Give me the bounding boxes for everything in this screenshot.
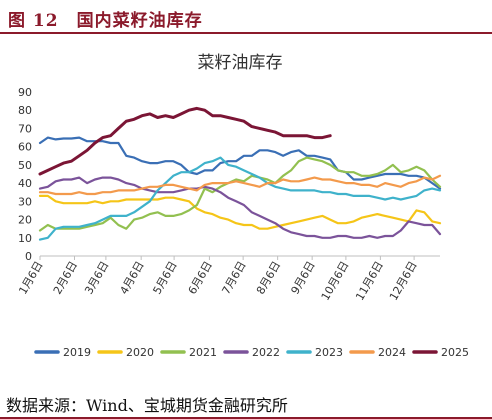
data-source: 数据来源：Wind、宝城期货金融研究所 xyxy=(6,396,288,415)
figure-header: 图 12 国内菜籽油库存 xyxy=(0,0,492,34)
series-line-2024 xyxy=(38,174,442,196)
legend-label-2021: 2021 xyxy=(189,346,217,359)
y-tick-label: 50 xyxy=(18,159,32,172)
footer-rule xyxy=(0,417,492,419)
y-tick-label: 10 xyxy=(18,232,32,245)
y-tick-label: 80 xyxy=(18,104,32,117)
legend-label-2024: 2024 xyxy=(378,346,406,359)
series-line-2025 xyxy=(38,106,332,176)
x-tick-label: 11月6日 xyxy=(353,259,386,303)
y-tick-label: 20 xyxy=(18,214,32,227)
y-tick-label: 30 xyxy=(18,195,32,208)
x-tick-label: 3月6日 xyxy=(82,259,111,297)
y-tick-label: 40 xyxy=(18,177,32,190)
legend-label-2020: 2020 xyxy=(126,346,154,359)
x-tick-label: 12月6日 xyxy=(387,259,420,303)
series-line-2020 xyxy=(38,194,442,230)
series-line-2019 xyxy=(38,136,442,190)
series-line-2022 xyxy=(38,176,442,239)
header-rule xyxy=(0,32,492,34)
x-tick-label: 9月6日 xyxy=(288,259,317,297)
legend-label-2019: 2019 xyxy=(63,346,91,359)
inventory-line-chart: 菜籽油库存 0 10 20 30 40 50 60 70 80 90 1月6日 2月6日 3月6日 4月6… xyxy=(16,53,469,359)
x-tick-label: 1月6日 xyxy=(16,259,45,297)
x-tick-label: 2月6日 xyxy=(51,259,80,297)
series-line-2023 xyxy=(38,156,442,241)
chart-title: 菜籽油库存 xyxy=(198,53,283,73)
y-tick-label: 90 xyxy=(18,86,32,99)
x-tick-label: 6月6日 xyxy=(186,259,215,297)
legend-label-2023: 2023 xyxy=(315,346,343,359)
y-tick-label: 0 xyxy=(25,250,32,263)
legend-label-2022: 2022 xyxy=(252,346,280,359)
x-tick-label: 7月6日 xyxy=(219,259,248,297)
x-tick-label: 4月6日 xyxy=(118,259,147,297)
figure-heading: 图 12 国内菜籽油库存 xyxy=(8,11,203,31)
y-tick-label: 70 xyxy=(18,122,32,135)
x-tick-label: 5月6日 xyxy=(150,259,179,297)
x-tick-label: 10月6日 xyxy=(319,259,352,303)
legend-label-2025: 2025 xyxy=(441,346,469,359)
series-line-2021 xyxy=(38,156,442,232)
y-tick-label: 60 xyxy=(18,141,32,154)
x-tick-label: 8月6日 xyxy=(254,259,283,297)
